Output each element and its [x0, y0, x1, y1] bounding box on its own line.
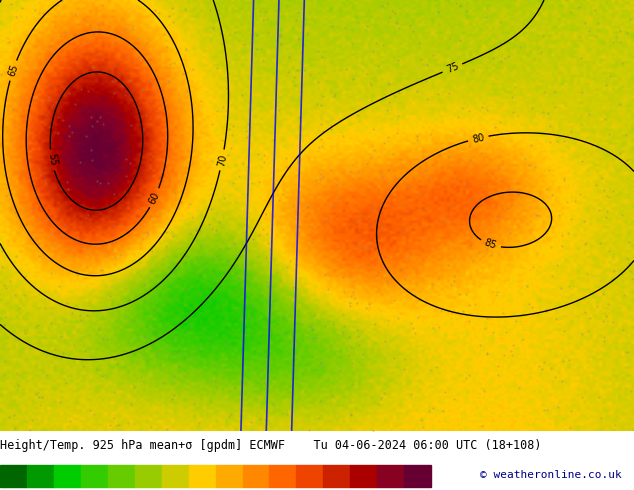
Text: 60: 60 — [148, 190, 162, 206]
Bar — [242, 465, 269, 487]
Text: 75: 75 — [444, 61, 460, 75]
Bar — [189, 465, 216, 487]
Text: 80: 80 — [471, 132, 486, 145]
Bar — [297, 465, 323, 487]
Text: 85: 85 — [483, 238, 498, 251]
Text: 55: 55 — [46, 153, 58, 167]
Bar — [54, 465, 81, 487]
Bar — [81, 465, 108, 487]
Bar — [350, 465, 377, 487]
Bar — [27, 465, 54, 487]
Bar — [377, 465, 404, 487]
Bar — [216, 465, 242, 487]
Bar — [108, 465, 135, 487]
Text: 70: 70 — [216, 153, 228, 167]
Bar — [404, 465, 431, 487]
Bar — [269, 465, 297, 487]
Text: 65: 65 — [6, 63, 20, 78]
Bar — [0, 465, 27, 487]
Bar — [162, 465, 189, 487]
Text: © weatheronline.co.uk: © weatheronline.co.uk — [479, 470, 621, 480]
Bar — [135, 465, 162, 487]
Text: Height/Temp. 925 hPa mean+σ [gpdm] ECMWF    Tu 04-06-2024 06:00 UTC (18+108): Height/Temp. 925 hPa mean+σ [gpdm] ECMWF… — [0, 440, 541, 452]
Bar — [323, 465, 350, 487]
